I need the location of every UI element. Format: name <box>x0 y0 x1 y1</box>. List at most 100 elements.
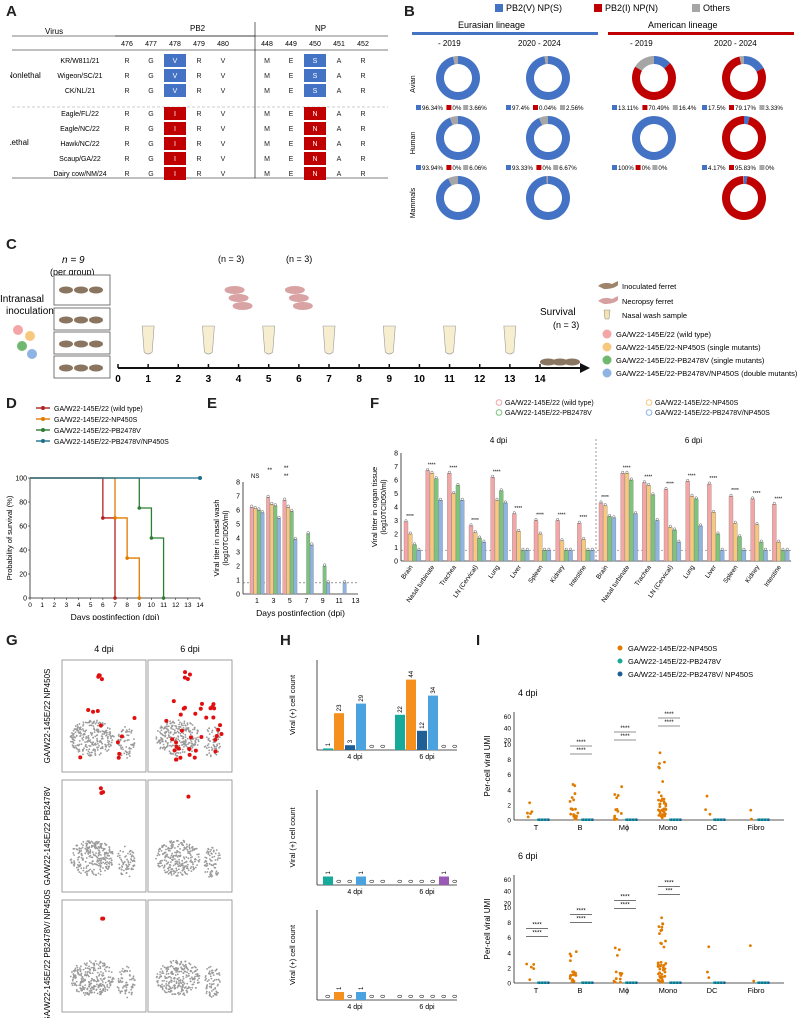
umi-dot <box>704 808 708 812</box>
organ-bar <box>598 502 604 562</box>
umap-cell <box>205 987 208 990</box>
umap-cell <box>180 966 182 969</box>
umap-cell <box>165 860 168 862</box>
umap-cell <box>77 973 80 975</box>
umap-cell <box>109 984 112 987</box>
residue-cell: A <box>337 88 342 95</box>
umap-cell <box>126 734 129 737</box>
y-tick-i: 10 <box>504 905 512 912</box>
umap-cell <box>184 986 187 988</box>
donut-legend-swatch <box>759 165 765 170</box>
umap-cell <box>101 722 104 724</box>
umap-cell <box>86 721 89 724</box>
umap-cell <box>209 975 212 978</box>
nasal-wash-tube-icon <box>443 325 456 355</box>
umap-cell <box>158 854 160 856</box>
cell-type-label: DC <box>707 823 718 832</box>
y-tick-e: 3 <box>236 550 240 557</box>
lineage-american: American lineage <box>648 20 718 30</box>
umap-cell <box>74 969 76 971</box>
umap-cell <box>80 965 82 968</box>
organ-point <box>716 531 720 535</box>
umi-dot <box>532 967 536 971</box>
umap-cell <box>212 735 215 738</box>
donut-slice <box>722 56 766 100</box>
umap-cell <box>206 968 208 970</box>
umap-cell <box>191 966 194 969</box>
umap-cell <box>118 867 121 870</box>
umap-viral-cell <box>178 712 183 717</box>
umap-cell <box>80 988 83 990</box>
day-label: 7 <box>326 374 332 385</box>
y-tick-i: 8 <box>507 757 511 764</box>
umap-cell <box>193 728 196 731</box>
cell-type-label: B <box>577 986 582 995</box>
umap-cell <box>172 959 175 962</box>
umap-cell <box>170 981 173 983</box>
umap-cell <box>96 730 99 733</box>
donut-slice <box>435 116 480 161</box>
day-label: 14 <box>534 374 546 385</box>
sig-f: **** <box>644 475 652 481</box>
donut-legend-swatch <box>536 165 542 170</box>
umi-dot <box>657 791 661 794</box>
donut-legend-swatch <box>416 165 421 170</box>
umap-viral-cell <box>98 723 103 728</box>
umi-dot <box>656 961 660 965</box>
organ-bar <box>412 544 417 562</box>
umap-cell <box>96 740 99 743</box>
umap-cell <box>172 841 175 843</box>
umap-cell <box>190 742 193 745</box>
umap-cell <box>183 722 186 725</box>
inoculated-ferret-icon <box>89 340 103 348</box>
umap-cell <box>123 752 126 755</box>
umap-cell <box>191 849 194 852</box>
umap-cell <box>95 988 98 991</box>
umap-cell <box>165 985 168 987</box>
umap-viral-cell <box>219 732 224 737</box>
necropsy-ferret-icon <box>288 294 309 302</box>
umap-cell <box>73 860 75 862</box>
umap-cell <box>120 973 123 976</box>
donut-legend-swatch <box>553 165 559 170</box>
umap-cell <box>109 744 112 746</box>
umap-viral-cell <box>204 715 209 720</box>
umap-cell <box>163 979 165 982</box>
legend-b-vs: PB2(V) NP(S) <box>506 3 562 13</box>
umap-cell <box>180 961 183 964</box>
count-label: 34 <box>431 686 437 693</box>
umap-cell <box>107 741 110 744</box>
umap-cell <box>188 848 191 850</box>
residue-cell: E <box>289 58 294 65</box>
organ-label: Intestine <box>568 564 588 588</box>
organ-bar <box>490 477 495 562</box>
umap-cell <box>118 744 121 747</box>
umap-viral-cell <box>211 702 216 707</box>
umi-dot <box>657 925 661 929</box>
organ-bar <box>629 479 634 562</box>
umap-cell <box>119 992 122 994</box>
umap-cell <box>207 853 210 855</box>
umap-cell <box>160 729 163 732</box>
organ-label: Brain <box>400 564 415 581</box>
nasal-wash-tube-icon <box>141 325 155 355</box>
umap-cell <box>156 973 159 975</box>
umap-cell <box>170 964 173 967</box>
umap-cell <box>179 752 182 754</box>
position-header: 450 <box>309 41 321 48</box>
legend-label-f: GA/W22-145E/22-PB2478V <box>505 410 592 417</box>
umi-dot <box>572 798 576 802</box>
panel-c-svg: n = 9 (per group) Intranasal inoculation… <box>0 254 797 385</box>
umap-cell <box>84 741 86 744</box>
umap-cell <box>167 742 169 744</box>
umap-cell <box>161 986 164 988</box>
umap-cell <box>183 742 186 745</box>
umap-cell <box>72 729 75 732</box>
legend-marker-f <box>645 399 653 406</box>
umi-dot <box>526 811 529 815</box>
umap-cell <box>79 968 82 971</box>
umap-cell <box>92 853 95 856</box>
umap-cell <box>170 972 172 974</box>
timeline: 0 1 2 3 4 5 6 7 8 9 10 11 12 13 14 <box>13 274 590 385</box>
umap-cell <box>107 976 110 979</box>
